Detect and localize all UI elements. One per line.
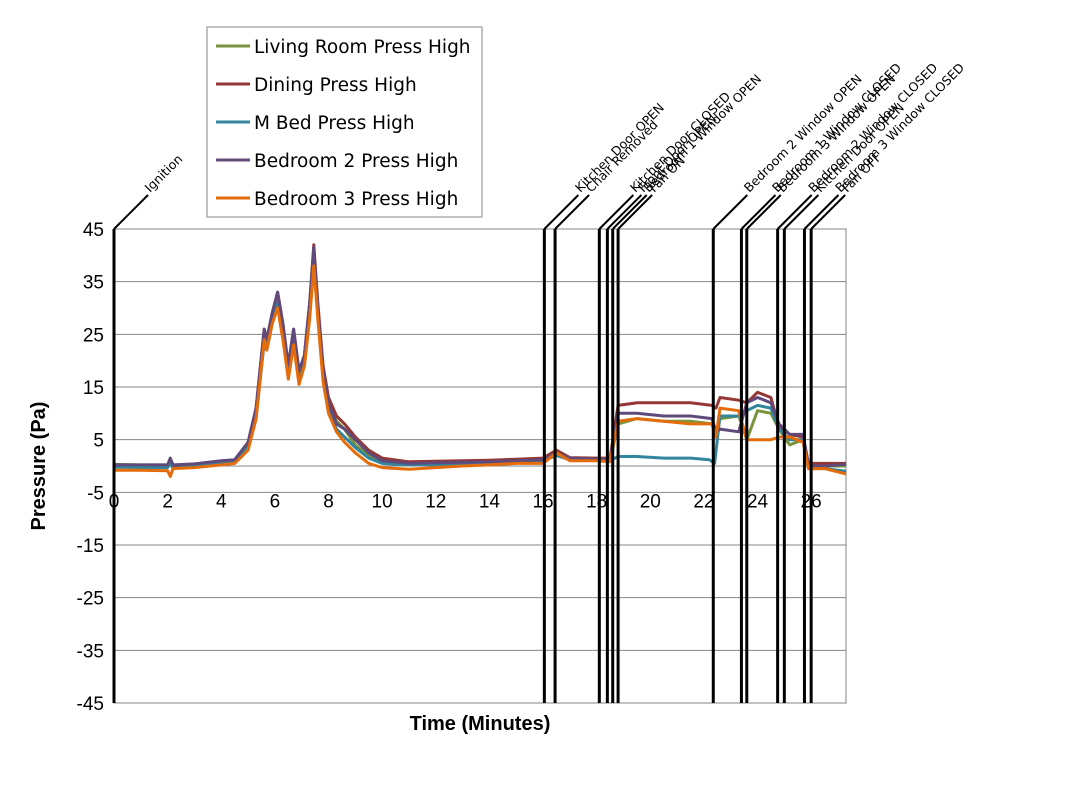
event-leader bbox=[803, 194, 840, 230]
y-tick-label: -5 bbox=[87, 483, 104, 504]
y-tick-label: -15 bbox=[77, 536, 104, 557]
legend-label: Dining Press High bbox=[254, 75, 417, 96]
legend-box bbox=[206, 26, 483, 218]
event-leader bbox=[113, 194, 149, 230]
x-tick-label: 10 bbox=[372, 491, 393, 512]
event-label: Ignition bbox=[142, 151, 186, 195]
x-tick-label: 8 bbox=[323, 491, 334, 512]
x-tick-label: 18 bbox=[586, 491, 607, 512]
y-tick-label: 45 bbox=[83, 220, 104, 241]
legend-item-m-bed-press-high: M Bed Press High bbox=[216, 113, 415, 134]
event-leader bbox=[776, 194, 813, 230]
event-leader bbox=[612, 194, 648, 230]
event-leader bbox=[783, 194, 820, 230]
x-tick-label: 2 bbox=[162, 491, 173, 512]
series-line-bedroom-2-press-high bbox=[114, 245, 847, 468]
x-tick-label: 0 bbox=[109, 491, 120, 512]
x-tick-label: 16 bbox=[532, 491, 553, 512]
legend-label: Bedroom 3 Press High bbox=[254, 189, 458, 210]
series-lines bbox=[113, 243, 847, 478]
y-tick-labels: 45 35 25 15 5 -5 -15 -25 -35 -45 bbox=[77, 220, 104, 715]
legend: Living Room Press High Dining Press High M… bbox=[206, 26, 483, 218]
y-tick-label: 5 bbox=[93, 431, 104, 452]
event-leader bbox=[810, 194, 846, 230]
y-tick-label: 15 bbox=[83, 378, 104, 399]
legend-label: M Bed Press High bbox=[254, 113, 415, 134]
x-tick-label: 24 bbox=[747, 491, 769, 512]
event-leader bbox=[746, 194, 782, 230]
event-leader bbox=[740, 194, 777, 230]
legend-item-bedroom-3-press-high: Bedroom 3 Press High bbox=[216, 189, 458, 210]
x-tick-label: 14 bbox=[479, 491, 501, 512]
legend-item-dining-press-high: Dining Press High bbox=[216, 75, 417, 96]
y-tick-label: -35 bbox=[77, 641, 104, 662]
x-tick-label: 4 bbox=[216, 491, 227, 512]
y-tick-label: -25 bbox=[77, 589, 104, 610]
y-tick-label: 35 bbox=[83, 273, 104, 294]
event-leader bbox=[617, 194, 653, 230]
y-tick-label: -45 bbox=[77, 694, 104, 715]
y-axis-title: Pressure (Pa) bbox=[28, 402, 50, 531]
event-leader bbox=[598, 194, 635, 230]
x-tick-label: 26 bbox=[801, 491, 822, 512]
x-tick-label: 20 bbox=[640, 491, 661, 512]
legend-label: Living Room Press High bbox=[254, 37, 471, 58]
event-leader bbox=[554, 194, 590, 230]
legend-label: Bedroom 2 Press High bbox=[254, 151, 458, 172]
x-axis-title: Time (Minutes) bbox=[410, 713, 551, 735]
event-leader bbox=[543, 194, 580, 230]
series-line-living-room-press-high bbox=[113, 248, 846, 468]
x-tick-labels: 0 2 4 6 8 10 12 14 16 18 20 22 24 26 bbox=[109, 491, 822, 512]
x-tick-label: 6 bbox=[270, 491, 281, 512]
x-tick-label: 22 bbox=[693, 491, 714, 512]
legend-item-bedroom-2-press-high: Bedroom 2 Press High bbox=[216, 151, 458, 172]
legend-item-living-room-press-high: Living Room Press High bbox=[216, 37, 471, 58]
series-line-bedroom-3-press-high bbox=[114, 264, 847, 478]
x-tick-label: 12 bbox=[425, 491, 446, 512]
event-leader bbox=[606, 194, 643, 230]
y-tick-label: 25 bbox=[83, 325, 104, 346]
event-leader bbox=[712, 194, 748, 230]
